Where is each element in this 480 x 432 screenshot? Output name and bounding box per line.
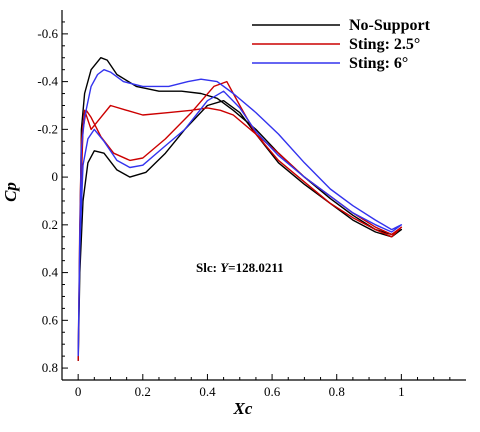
series-line-1	[77, 57, 403, 361]
annotation-value: =128.0211	[228, 260, 283, 275]
legend-label-2: Sting: 2.5°	[349, 36, 420, 53]
legend: No-Support Sting: 2.5° Sting: 6°	[252, 17, 431, 72]
series-line-2	[77, 80, 403, 361]
x-tick-label: 0.2	[135, 384, 151, 399]
x-tick-label: 1	[398, 384, 405, 399]
y-tick-label: 0.6	[42, 312, 59, 327]
x-tick-label: 0.4	[199, 384, 216, 399]
y-tick-label: -0.2	[37, 121, 58, 136]
x-tick-label: 0.8	[329, 384, 345, 399]
x-tick-label: 0.6	[264, 384, 281, 399]
y-tick-label: 0.8	[42, 360, 58, 375]
axes-layer: 0 0.2 0.4 0.6 0.8 1 -0.6 -0.4 -0.2 0 0.2 0.4 0.6 0.8	[37, 10, 466, 399]
y-tick-label: 0.2	[42, 217, 58, 232]
y-axis-title: Cp	[1, 182, 20, 202]
series-line-3	[77, 68, 403, 357]
y-tick-label: -0.4	[37, 74, 58, 89]
series-layer	[77, 57, 403, 361]
legend-label-1: No-Support	[349, 17, 431, 34]
annotation-variable: Y	[220, 260, 229, 275]
annotation-prefix: Slc:	[196, 260, 220, 275]
slice-annotation: Slc: Y=128.0211	[196, 260, 284, 275]
y-tick-label: 0.4	[42, 265, 59, 280]
y-tick-label: 0	[52, 169, 59, 184]
x-tick-label: 0	[75, 384, 82, 399]
y-tick-label: -0.6	[37, 26, 58, 41]
legend-label-3: Sting: 6°	[349, 55, 408, 72]
x-axis-title: Xc	[233, 399, 253, 418]
